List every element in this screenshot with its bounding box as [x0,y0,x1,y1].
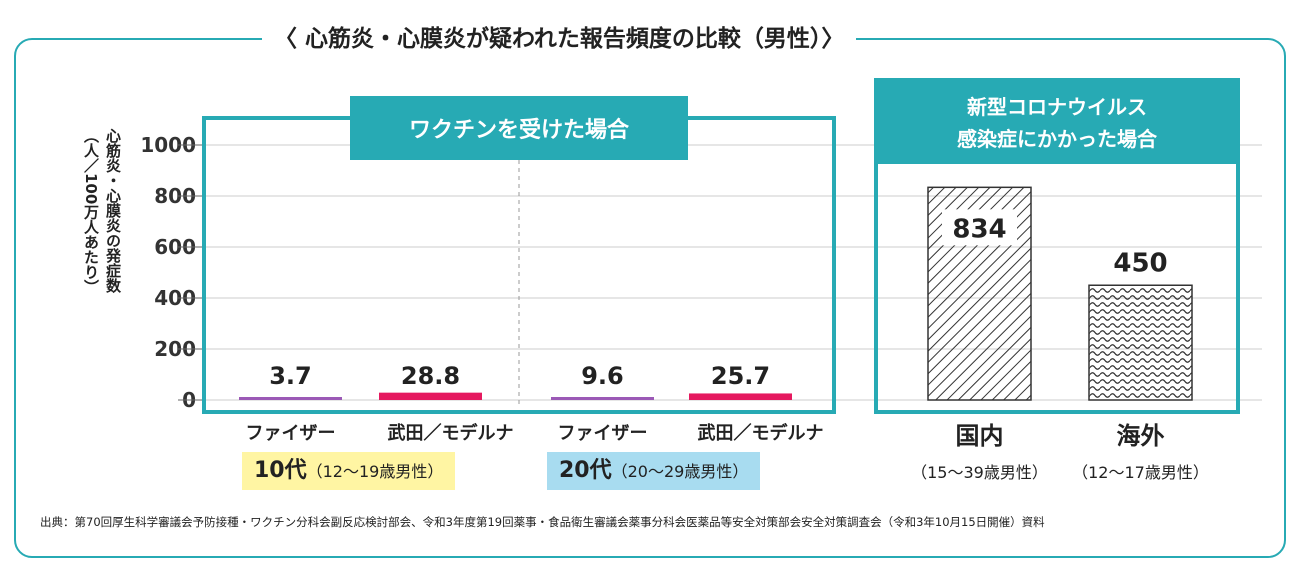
y-axis-label: 心筋炎・心膜炎の発症数 （人／100万人あたり） [54,128,124,378]
source-note: 出典：第70回厚生科学審議会予防接種・ワクチン分科会副反応検討部会、令和3年度第… [40,515,1045,529]
vaccine-bar-category-label: ファイザー [246,423,336,444]
covid-panel-title-line1: 新型コロナウイルス [967,95,1147,119]
age-group-20s-badge: 20代（20～29歳男性） [547,452,761,490]
chart-title: 〈 心筋炎・心膜炎が疑われた報告頻度の比較（男性）〉 [262,22,857,56]
vaccine-panel-title: ワクチンを受けた場合 [409,117,630,143]
vaccine-bar [379,392,482,400]
age-group-10s-badge: 10代（12～19歳男性） [242,452,456,490]
age-group-10s-label: 10代 [254,458,307,483]
covid-panel-title-box [876,80,1238,164]
vaccine-panel-title-box [350,96,688,160]
y-axis-label-line2: （人／100万人あたり） [82,128,100,295]
age-group-10s-sub: （12～19歳男性） [306,462,444,481]
vaccine-bar-category-label: 武田／モデルナ [698,422,824,444]
vaccine-bar [239,397,342,400]
vaccine-bar-value-label: 25.7 [711,362,770,390]
covid-bar-category-label: 海外 [1117,422,1165,450]
covid-bar-label-bg [942,209,1017,246]
vaccine-bar-value-label: 3.7 [269,362,312,390]
vaccine-bar [551,397,654,400]
age-group-20s-sub: （20～29歳男性） [611,462,749,481]
age-group-20s-label: 20代 [559,458,612,483]
covid-bar-value-label: 834 [952,214,1006,244]
vaccine-bar-category-label: ファイザー [558,423,648,444]
covid-panel-title-line2: 感染症にかかった場合 [957,127,1158,151]
vaccine-bar [689,393,792,400]
covid-bar-category-label: 国内 [956,422,1004,450]
covid-bar [1088,284,1193,401]
covid-bar-category-sub: （15～39歳男性） [911,463,1048,482]
y-axis-label-line1: 心筋炎・心膜炎の発症数 [104,128,122,293]
vaccine-bar-value-label: 28.8 [401,362,460,390]
vaccine-bar-category-label: 武田／モデルナ [388,422,514,444]
vaccine-bar-value-label: 9.6 [581,362,624,390]
covid-bar-value-label: 450 [1113,248,1167,278]
covid-bar-category-sub: （12～17歳男性） [1072,463,1209,482]
